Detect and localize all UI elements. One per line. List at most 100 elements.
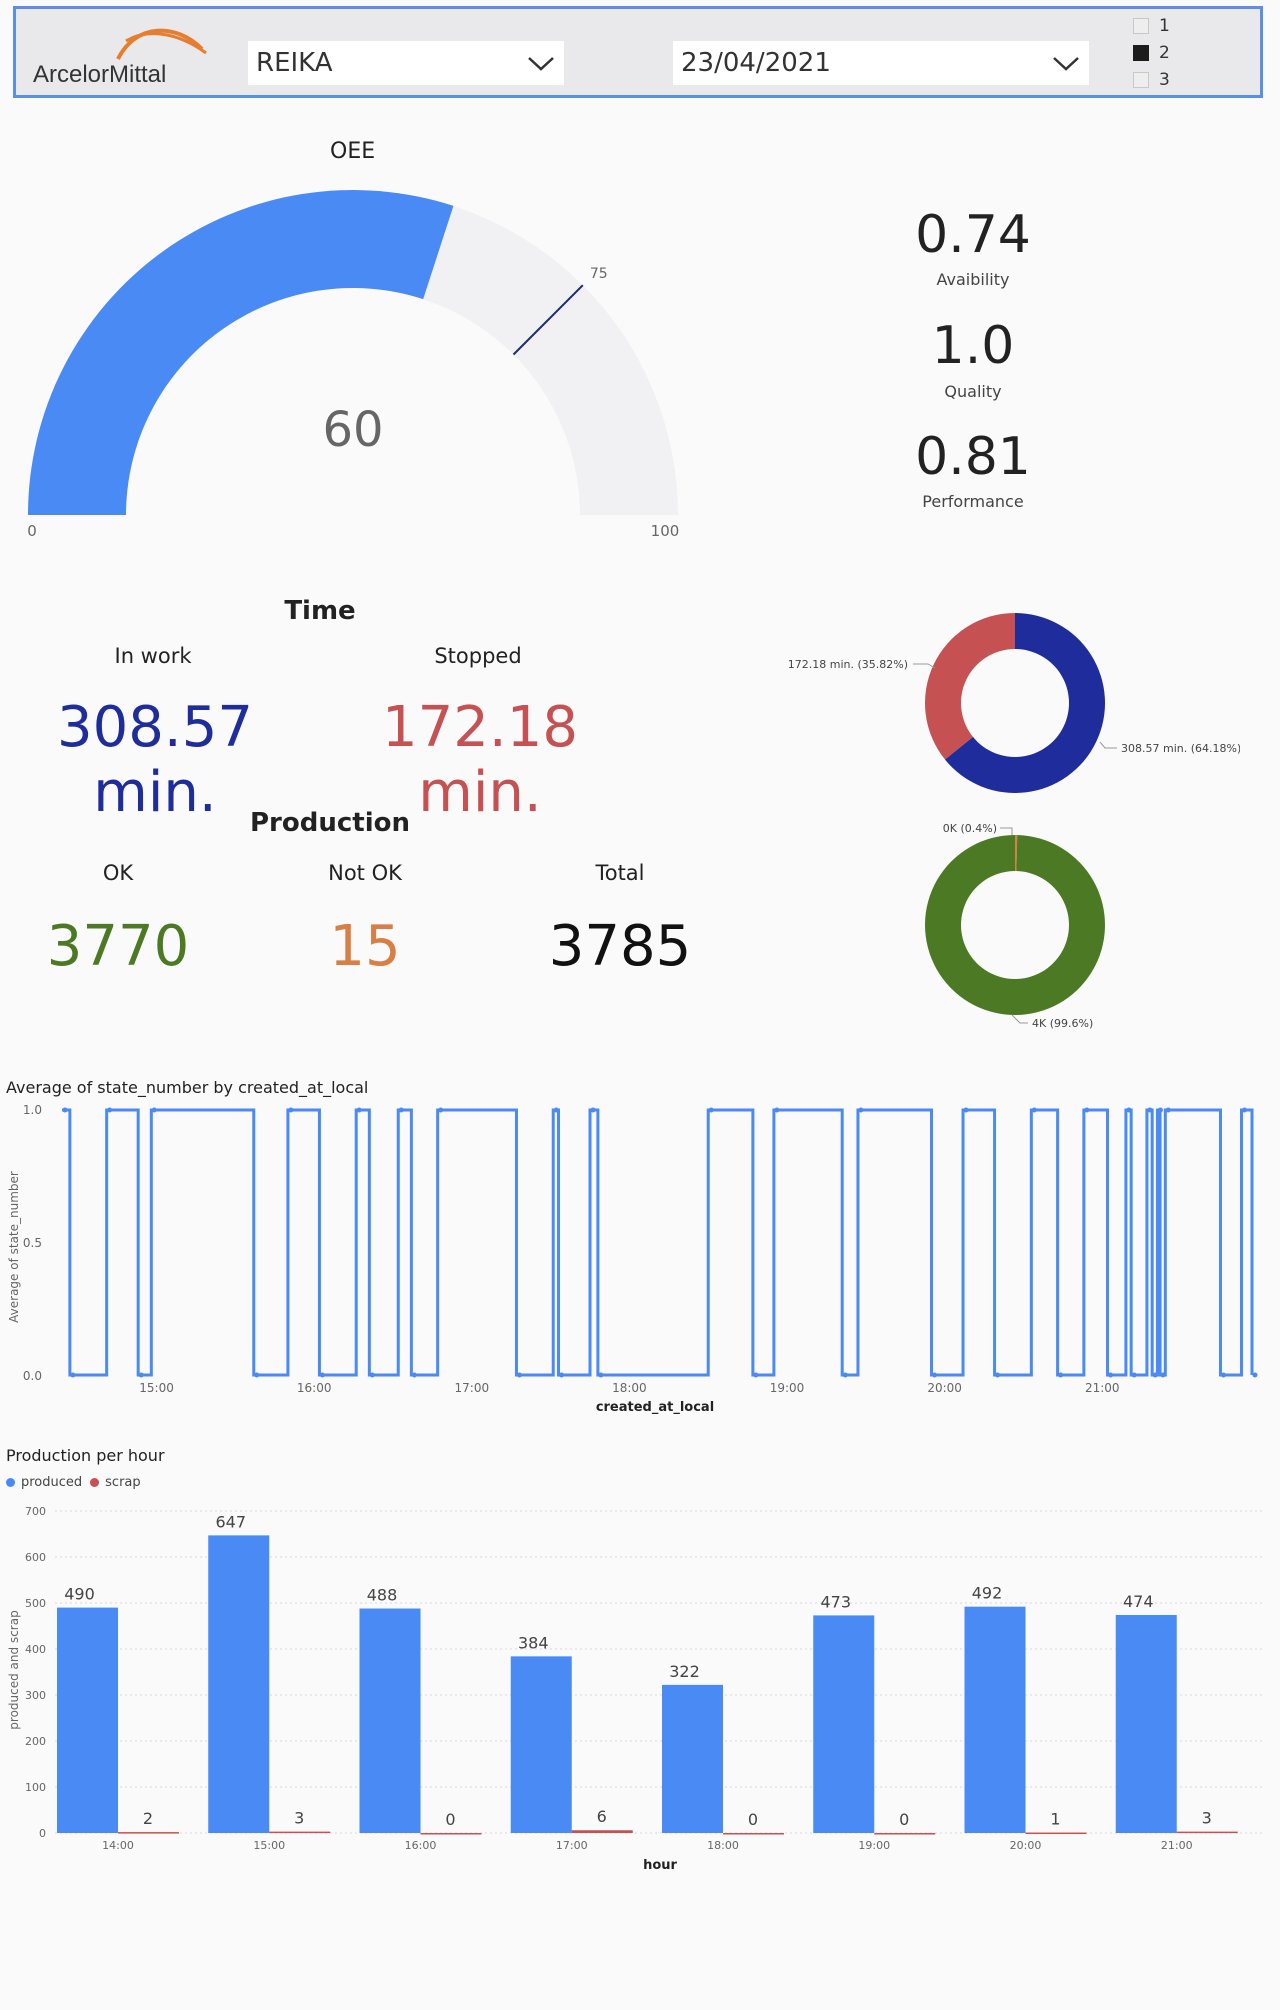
state-point [1241, 1107, 1247, 1113]
bar-scrap [420, 1833, 482, 1835]
state-point [516, 1372, 522, 1378]
donut-slice [925, 613, 1015, 760]
shift-option-2[interactable]: 2 [1133, 43, 1170, 63]
time-title: Time [284, 596, 356, 626]
shift-label: 2 [1159, 43, 1170, 63]
y-ticks: 0 100 200 300 400 500 600 700 [25, 1505, 46, 1840]
state-point [558, 1372, 564, 1378]
state-point [1131, 1372, 1137, 1378]
stopped-value: 172.18 min. [382, 695, 578, 825]
filter-bar: ArcelorMittal REIKA 23/04/2021 1 2 3 [13, 6, 1263, 98]
production-title: Production [250, 808, 410, 838]
y-tick: 500 [25, 1597, 46, 1610]
legend-scrap-swatch [90, 1478, 100, 1487]
bar-label-produced: 384 [518, 1633, 549, 1652]
state-point [1108, 1372, 1114, 1378]
bar-label-scrap: 2 [143, 1809, 153, 1828]
x-tick: 16:00 [297, 1381, 332, 1395]
state-point [254, 1372, 260, 1378]
donut-slice [924, 835, 1105, 1015]
y-tick: 1.0 [23, 1103, 42, 1117]
production-donut [924, 835, 1105, 1015]
oee-title: OEE [330, 139, 376, 164]
state-point [1084, 1107, 1090, 1113]
x-tick: 21:00 [1085, 1381, 1120, 1395]
state-point [369, 1372, 375, 1378]
state-point [598, 1372, 604, 1378]
state-point [1147, 1107, 1153, 1113]
bar-label-produced: 647 [215, 1512, 246, 1531]
state-point [107, 1107, 113, 1113]
chevron-down-icon [1053, 57, 1079, 71]
total-value: 3785 [548, 914, 692, 979]
total-label: Total [595, 861, 645, 885]
machine-dropdown[interactable]: REIKA [248, 41, 564, 85]
chevron-down-icon [528, 57, 554, 71]
state-point [438, 1107, 444, 1113]
x-tick: 19:00 [770, 1381, 805, 1395]
y-tick: 300 [25, 1689, 46, 1702]
x-tick: 20:00 [1010, 1839, 1042, 1852]
date-dropdown[interactable]: 23/04/2021 [673, 41, 1089, 85]
bar-produced [1115, 1614, 1177, 1833]
shift-option-3[interactable]: 3 [1133, 70, 1170, 90]
donut-leader-line [1000, 827, 1013, 835]
state-point [288, 1107, 294, 1113]
bar-label-produced: 490 [64, 1585, 95, 1604]
state-point [70, 1372, 76, 1378]
donut-leader-line [1099, 741, 1117, 749]
state-point [1160, 1372, 1166, 1378]
notok-value: 15 [329, 914, 401, 979]
shift-checkbox[interactable] [1133, 18, 1149, 34]
gauge-value: 60 [322, 402, 383, 458]
stopped-label: Stopped [434, 644, 522, 668]
time-donut-chart: 172.18 min. (35.82%) 308.57 min. (64.18%… [788, 613, 1240, 793]
performance-label: Performance [922, 492, 1024, 511]
shift-checkbox[interactable] [1133, 45, 1149, 61]
shift-checkbox[interactable] [1133, 72, 1149, 88]
bar-label-scrap: 3 [294, 1809, 304, 1828]
state-point [858, 1107, 864, 1113]
y-tick: 100 [25, 1781, 46, 1794]
state-chart-title: Average of state_number by created_at_lo… [6, 1078, 369, 1097]
ok-label: OK [102, 861, 134, 885]
bar-chart-title: Production per hour [6, 1446, 165, 1465]
donut-leader-line [1011, 1014, 1028, 1024]
state-point [1157, 1107, 1163, 1113]
state-point [842, 1372, 848, 1378]
bar-produced [964, 1606, 1026, 1833]
state-point [995, 1372, 1001, 1378]
production-donut-chart: 0K (0.4%) 4K (99.6%) [924, 822, 1105, 1030]
state-point [553, 1107, 559, 1113]
gauge-max-label: 100 [651, 522, 680, 540]
bar-label-scrap: 0 [899, 1810, 909, 1829]
bar-label-produced: 488 [367, 1586, 398, 1605]
donut-label-work: 308.57 min. (64.18%) [1121, 742, 1240, 755]
gauge-fill [28, 189, 454, 515]
date-dropdown-value: 23/04/2021 [681, 48, 831, 78]
state-line-chart: 1.0 0.5 0.0 Average of state_number 15:0… [7, 1103, 1258, 1415]
availability-value: 0.74 [915, 205, 1031, 265]
bar-label-scrap: 0 [445, 1810, 455, 1829]
notok-label: Not OK [328, 861, 402, 885]
state-point [319, 1372, 325, 1378]
x-tick: 17:00 [455, 1381, 490, 1395]
y-tick: 200 [25, 1735, 46, 1748]
state-point [1126, 1107, 1132, 1113]
x-tick: 16:00 [405, 1839, 437, 1852]
state-point [356, 1107, 362, 1113]
shift-option-1[interactable]: 1 [1133, 16, 1170, 36]
donut-label-stopped: 172.18 min. (35.82%) [788, 658, 908, 671]
bar-produced [57, 1607, 118, 1833]
state-point [590, 1107, 596, 1113]
x-tick: 17:00 [556, 1839, 588, 1852]
y-tick: 700 [25, 1505, 46, 1518]
state-point [963, 1107, 969, 1113]
x-tick: 15:00 [253, 1839, 285, 1852]
performance-value: 0.81 [915, 427, 1031, 487]
y-tick: 0.0 [23, 1369, 42, 1383]
y-tick: 600 [25, 1551, 46, 1564]
y-tick: 0 [39, 1827, 46, 1840]
state-point [138, 1372, 144, 1378]
bar-label-produced: 474 [1123, 1592, 1154, 1611]
